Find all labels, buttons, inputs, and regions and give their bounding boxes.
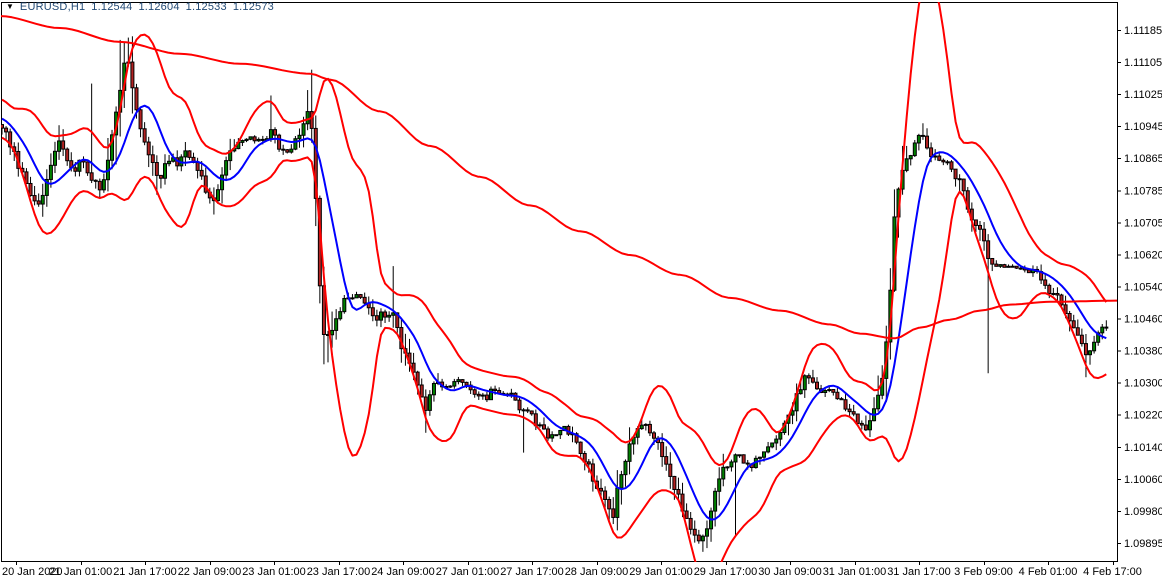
- bar-close-value: 1.12573: [232, 1, 274, 13]
- y-axis-label: 1.11185: [1124, 25, 1162, 37]
- x-axis-label: 21 Jan 01:00: [49, 566, 113, 578]
- bollinger-upper-line: [1, 2, 1108, 467]
- y-axis-label: 1.10300: [1124, 378, 1162, 390]
- y-axis-label: 1.11025: [1124, 89, 1162, 101]
- x-axis-label: 4 Feb 17:00: [1083, 566, 1142, 578]
- y-axis-label: 1.10060: [1124, 474, 1162, 486]
- chart-title: ▼ EURUSD,H1 1.12544 1.12604 1.12533 1.12…: [6, 1, 274, 13]
- x-axis-label: 21 Jan 17:00: [113, 566, 177, 578]
- y-axis-label: 1.10785: [1124, 185, 1162, 197]
- x-axis-label: 28 Jan 09:00: [565, 566, 629, 578]
- x-axis-label: 24 Jan 09:00: [371, 566, 435, 578]
- x-axis-label: 27 Jan 01:00: [436, 566, 500, 578]
- x-axis-label: 31 Jan 17:00: [887, 566, 951, 578]
- y-axis-label: 1.10865: [1124, 153, 1162, 165]
- x-axis-label: 20 Jan 2020: [2, 566, 63, 578]
- symbol-dropdown-icon[interactable]: ▼: [6, 2, 14, 11]
- y-axis-label: 1.09980: [1124, 506, 1162, 518]
- x-axis-label: 22 Jan 09:00: [178, 566, 242, 578]
- slow-ma-line: [1, 15, 1117, 340]
- x-axis-label: 27 Jan 17:00: [500, 566, 564, 578]
- x-axis-label: 30 Jan 09:00: [758, 566, 822, 578]
- y-axis-label: 1.09895: [1124, 538, 1162, 550]
- y-axis-label: 1.10620: [1124, 249, 1162, 261]
- y-axis[interactable]: 1.11185 1.11105 1.11025 1.10945 1.10865 1.107…: [1117, 25, 1162, 550]
- x-axis-label: 31 Jan 01:00: [823, 566, 887, 578]
- symbol-period-label: EURUSD,H1: [19, 1, 86, 13]
- x-axis-label: 29 Jan 01:00: [629, 566, 693, 578]
- y-axis-label: 1.10380: [1124, 346, 1162, 358]
- x-axis-label: 4 Feb 01:00: [1019, 566, 1078, 578]
- y-axis-label: 1.10220: [1124, 410, 1162, 422]
- x-axis-label: 23 Jan 17:00: [307, 566, 371, 578]
- candles: [1, 36, 1109, 552]
- x-axis-label: 23 Jan 01:00: [242, 566, 306, 578]
- y-axis-label: 1.10140: [1124, 442, 1162, 454]
- y-axis-label: 1.10945: [1124, 121, 1162, 133]
- y-axis-label: 1.11105: [1124, 57, 1162, 69]
- bar-high-value: 1.12604: [138, 1, 180, 13]
- y-axis-label: 1.10540: [1124, 281, 1162, 293]
- bollinger-lower-line: [1, 136, 1107, 562]
- y-axis-label: 1.10705: [1124, 217, 1162, 229]
- moving-average-line: [1, 104, 1107, 521]
- y-axis-label: 1.10460: [1124, 314, 1162, 326]
- x-axis-label: 3 Feb 09:00: [954, 566, 1013, 578]
- bar-low-value: 1.12533: [185, 1, 227, 13]
- x-axis-label: 29 Jan 17:00: [694, 566, 758, 578]
- plot-frame: [1, 2, 1118, 562]
- bar-open-value: 1.12544: [91, 1, 133, 13]
